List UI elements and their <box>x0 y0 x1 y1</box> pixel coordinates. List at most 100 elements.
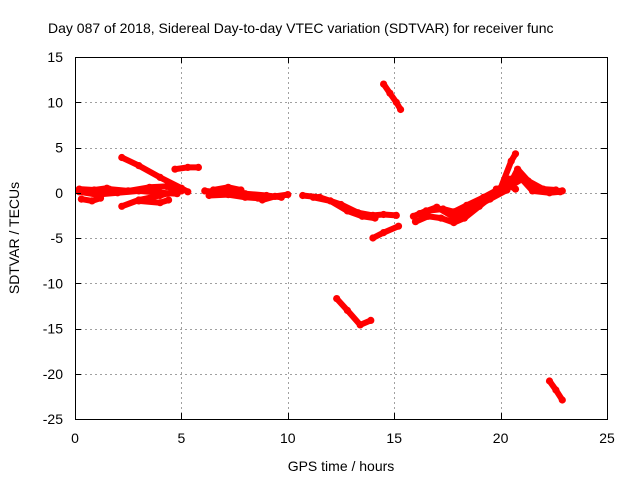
data-point <box>258 196 266 204</box>
data-point <box>392 98 400 106</box>
data-point <box>194 163 202 171</box>
data-point <box>409 212 417 220</box>
data-point <box>528 187 537 195</box>
data-point <box>165 196 173 204</box>
series-arc-arc-15 <box>381 82 404 112</box>
data-point <box>343 306 351 314</box>
y-tick-label: -25 <box>43 411 63 427</box>
x-tick-labels: 0 5 10 15 20 25 <box>71 430 615 446</box>
data-point <box>411 218 420 226</box>
data-point <box>392 211 400 219</box>
data-point <box>556 188 564 196</box>
data-point <box>369 234 377 242</box>
y-tick-label: -10 <box>43 275 63 291</box>
data-point <box>356 321 364 329</box>
data-point <box>135 197 143 205</box>
y-tick-label: -20 <box>43 366 63 382</box>
data-point <box>184 188 192 196</box>
y-tick-label: -5 <box>51 230 64 246</box>
axis-ticks <box>75 57 608 420</box>
data-point <box>552 386 560 394</box>
data-point <box>326 197 334 205</box>
data-point <box>118 153 126 162</box>
data-point <box>371 214 379 222</box>
data-point <box>299 191 307 200</box>
y-tick-labels: 15 10 5 0 -5 -10 -15 -20 -25 <box>43 49 63 427</box>
x-tick-label: 25 <box>599 430 615 446</box>
data-point <box>343 207 351 215</box>
data-point <box>416 210 424 218</box>
x-tick-label: 5 <box>178 430 186 446</box>
data-point <box>135 162 143 170</box>
data-point <box>507 181 515 190</box>
x-tick-label: 0 <box>71 430 79 446</box>
data-point <box>358 212 366 220</box>
series-arc-arc-06 <box>108 183 183 194</box>
series-arc-arc-05 <box>120 188 178 210</box>
data-point <box>437 214 445 222</box>
series-arc-arc-07 <box>138 197 170 206</box>
chart-title: Day 087 of 2018, Sidereal Day-to-day VTE… <box>48 20 554 36</box>
data-point <box>367 316 375 324</box>
data-point <box>77 195 85 203</box>
data-point <box>224 191 232 199</box>
data-point <box>309 193 317 201</box>
data-point <box>514 165 522 173</box>
data-point <box>545 189 554 197</box>
data-point <box>394 222 403 230</box>
y-tick-label: -15 <box>43 321 63 337</box>
data-point <box>467 205 475 213</box>
data-point <box>271 192 279 200</box>
x-tick-label: 15 <box>386 430 402 446</box>
data-point <box>386 89 394 97</box>
data-point <box>486 195 494 203</box>
data-point <box>460 214 468 222</box>
data-point <box>88 197 96 205</box>
data-point <box>90 186 98 194</box>
data-point <box>162 182 171 190</box>
y-tick-label: 0 <box>55 185 63 201</box>
data-point <box>118 202 126 210</box>
data-point <box>224 183 232 191</box>
series-arc-arc-20 <box>418 166 557 221</box>
data-point <box>156 191 164 200</box>
data-point <box>145 183 154 191</box>
data-point <box>284 191 292 199</box>
data-point <box>380 80 388 88</box>
data-point <box>171 165 179 173</box>
series-group <box>75 80 566 404</box>
data-point <box>558 396 566 404</box>
x-axis-title: GPS time / hours <box>288 458 395 474</box>
data-point <box>156 199 164 207</box>
grid-lines <box>75 57 607 419</box>
data-point <box>380 229 388 237</box>
data-point <box>518 175 526 183</box>
x-tick-label: 20 <box>493 430 509 446</box>
data-point <box>380 210 388 219</box>
data-point <box>433 203 441 211</box>
series-arc-arc-17 <box>334 296 372 328</box>
data-point <box>184 163 192 171</box>
data-point <box>545 377 554 385</box>
data-point <box>507 157 515 165</box>
series-arc-arc-10 <box>208 191 259 202</box>
data-point <box>75 185 83 193</box>
data-point <box>124 187 132 195</box>
data-point <box>450 213 458 221</box>
y-tick-label: 10 <box>47 94 63 110</box>
y-tick-label: 5 <box>55 140 63 156</box>
data-point <box>492 185 500 193</box>
data-point <box>209 186 217 194</box>
data-point <box>201 187 209 195</box>
data-point <box>105 185 113 193</box>
data-point <box>241 193 249 201</box>
data-point <box>177 187 185 195</box>
y-tick-label: 15 <box>47 49 63 65</box>
data-point <box>205 191 213 200</box>
y-axis-title: SDTVAR / TECUs <box>6 182 22 294</box>
data-point <box>511 150 520 158</box>
data-point <box>96 194 105 202</box>
x-tick-label: 10 <box>280 430 296 446</box>
data-point <box>397 105 405 114</box>
